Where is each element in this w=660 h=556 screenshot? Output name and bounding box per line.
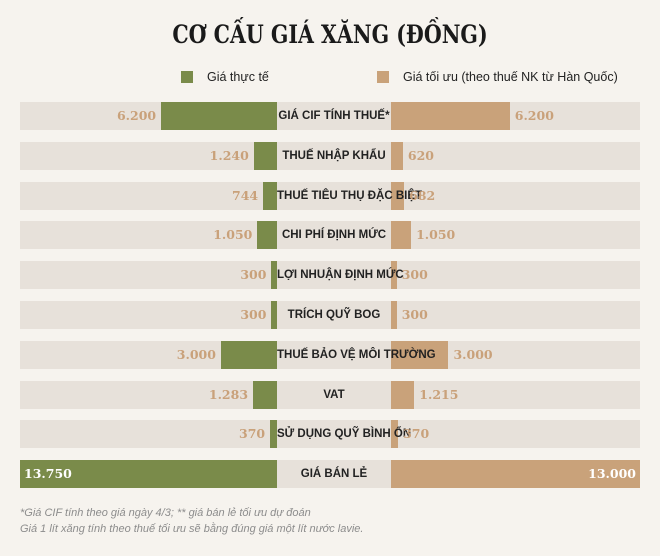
value-label-actual: 300 — [240, 267, 267, 282]
row-band — [20, 221, 640, 249]
value-label-actual: 13.750 — [24, 466, 72, 481]
category-label: GIÁ CIF TÍNH THUẾ* — [278, 110, 390, 122]
row-band — [20, 381, 640, 409]
row-band — [20, 420, 640, 448]
category-label: CHI PHÍ ĐỊNH MỨC — [281, 229, 387, 241]
bar-optimal — [391, 460, 640, 488]
bar-optimal — [391, 420, 399, 448]
footnote-2: Giá 1 lít xăng tính theo thuế tối ưu sẽ … — [20, 523, 364, 535]
category-label: THUẾ TIÊU THỤ ĐẶC BIỆT — [277, 190, 423, 202]
legend-optimal-label: Giá tối ưu (theo thuế NK từ Hàn Quốc) — [403, 70, 618, 84]
value-label-actual: 1.240 — [209, 148, 249, 163]
bar-optimal — [391, 301, 397, 329]
bar-actual — [271, 301, 277, 329]
category-label: LỢI NHUẬN ĐỊNH MỨC — [277, 269, 404, 281]
value-label-actual: 1.283 — [208, 387, 249, 402]
value-label-actual: 6.200 — [116, 108, 157, 123]
row-band — [20, 182, 640, 210]
row-band — [20, 341, 640, 369]
legend-optimal: Giá tối ưu (theo thuế NK từ Hàn Quốc) — [377, 70, 618, 88]
value-label-optimal: 1.050 — [416, 227, 456, 242]
value-label-optimal: 3.000 — [453, 347, 493, 362]
value-label-optimal: 13.000 — [588, 466, 636, 481]
category-label: SỬ DỤNG QUỸ BÌNH ỔN — [277, 428, 412, 440]
bar-actual — [220, 341, 277, 369]
legend-actual-swatch — [181, 71, 193, 83]
butterfly-bar-chart: GIÁ CIF TÍNH THUẾ* 6.200 6.200 THUẾ NHẬP KH… — [20, 102, 640, 488]
category-label: GIÁ BÁN LẺ — [300, 468, 368, 480]
value-label-optimal: 6.200 — [514, 108, 554, 123]
row-band — [20, 142, 640, 170]
bar-actual — [263, 182, 277, 210]
row-band — [20, 261, 640, 289]
bar-actual — [271, 261, 277, 289]
value-label-optimal: 1.215 — [419, 387, 459, 402]
row-band — [20, 301, 640, 329]
value-label-optimal: 300 — [401, 307, 428, 322]
category-label: THUẾ BẢO VỆ MÔI TRƯỜNG — [277, 349, 436, 361]
bar-optimal — [391, 261, 397, 289]
category-label: TRÍCH QUỸ BOG — [287, 309, 381, 321]
bar-optimal — [391, 381, 415, 409]
value-label-actual: 3.000 — [176, 347, 216, 362]
bar-actual — [270, 420, 277, 448]
bar-actual — [20, 460, 277, 488]
bar-actual — [253, 142, 277, 170]
legend-actual: Giá thực tế — [181, 70, 269, 88]
bar-optimal — [391, 341, 449, 369]
value-label-optimal: 682 — [409, 188, 436, 203]
value-label-actual: 744 — [232, 188, 259, 203]
chart-title: CƠ CẤU GIÁ XĂNG (ĐỒNG) — [172, 20, 488, 49]
bar-optimal — [391, 182, 405, 210]
bar-actual — [257, 221, 277, 249]
value-label-optimal: 300 — [401, 267, 428, 282]
value-label-actual: 1.050 — [213, 227, 253, 242]
value-label-actual: 370 — [239, 426, 266, 441]
bar-optimal — [391, 221, 412, 249]
value-label-actual: 300 — [240, 307, 267, 322]
bar-actual — [161, 102, 277, 130]
value-label-optimal: 370 — [403, 426, 430, 441]
category-label: VAT — [323, 389, 345, 401]
footnote-1: *Giá CIF tính theo giá ngày 4/3; ** giá … — [20, 507, 311, 519]
category-label: THUẾ NHẬP KHẨU — [282, 150, 386, 162]
value-label-optimal: 620 — [407, 148, 434, 163]
legend-optimal-swatch — [377, 71, 389, 83]
bar-optimal — [391, 142, 403, 170]
bar-optimal — [391, 102, 510, 130]
bar-actual — [253, 381, 277, 409]
legend-actual-label: Giá thực tế — [207, 70, 269, 84]
row-band — [20, 102, 640, 130]
